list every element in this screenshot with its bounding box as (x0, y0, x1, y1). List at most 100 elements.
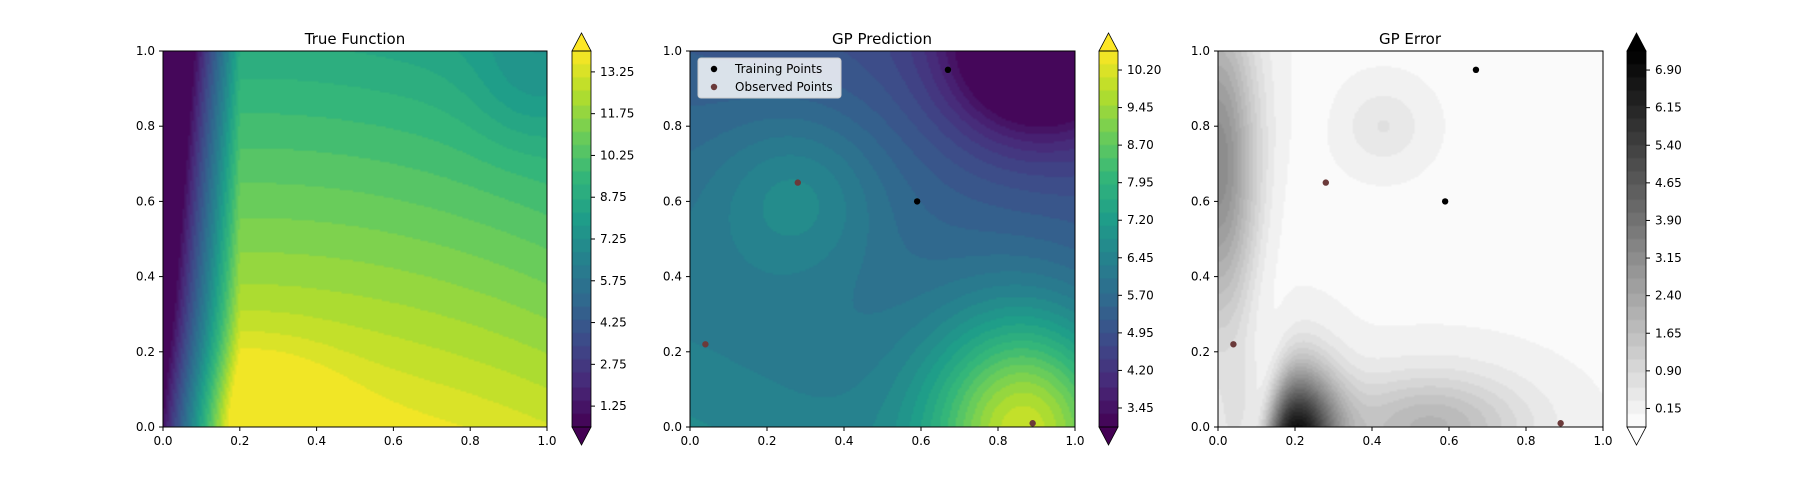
x-tick-label: 0.8 (1516, 434, 1535, 448)
x-tick-label: 0.0 (680, 434, 699, 448)
x-tick-label: 0.2 (1285, 434, 1304, 448)
x-tick-label: 0.6 (911, 434, 930, 448)
y-tick-label: 0.0 (663, 420, 682, 434)
y-tick-label: 0.4 (136, 270, 155, 284)
training-point (944, 66, 952, 74)
y-axis: 0.0 0.2 0.4 0.6 0.8 1.0 (1191, 44, 1218, 434)
colorbar-tick-label: 6.15 (1655, 101, 1682, 115)
contour-field (163, 51, 547, 427)
y-tick-label: 0.8 (1191, 119, 1210, 133)
observed-point (702, 341, 709, 348)
y-axis: 0.0 0.2 0.4 0.6 0.8 1.0 (136, 44, 163, 434)
y-tick-label: 0.2 (136, 345, 155, 359)
colorbar-tick-label: 4.20 (1127, 363, 1154, 377)
scatter-points (1230, 66, 1564, 427)
legend-label-training: Training Points (734, 62, 822, 76)
y-tick-label: 0.8 (136, 119, 155, 133)
panel-title: GP Prediction (832, 30, 932, 48)
colorbar-gradient (1627, 51, 1646, 427)
x-axis: 0.0 0.2 0.4 0.6 0.8 1.0 (153, 427, 557, 448)
observed-point (1322, 179, 1330, 186)
y-tick-label: 0.4 (663, 270, 682, 284)
y-tick-label: 0.2 (1191, 345, 1210, 359)
colorbar-tick-label: 8.75 (600, 190, 627, 204)
colorbar-tick-label: 7.25 (600, 232, 627, 246)
colorbar-tick-label: 1.65 (1655, 326, 1682, 340)
colorbar: 3.45 4.20 4.95 5.70 6.45 7.20 7.95 8.70 … (1098, 32, 1161, 446)
observed-point (1230, 341, 1237, 348)
x-tick-label: 0.4 (834, 434, 853, 448)
colorbar-tick-label: 6.90 (1655, 63, 1682, 77)
y-tick-label: 0.0 (136, 420, 155, 434)
colorbar-tick-label: 1.25 (600, 399, 627, 413)
legend: Training Points Observed Points (697, 57, 842, 99)
x-tick-label: 0.0 (153, 434, 172, 448)
colorbar-tick-label: 5.75 (600, 274, 627, 288)
colorbar-tick-label: 8.70 (1127, 138, 1154, 152)
colorbar-tick-label: 11.75 (600, 107, 634, 121)
panel-title: GP Error (1379, 30, 1442, 48)
plot-frame (162, 50, 548, 428)
colorbar-tick-label: 7.95 (1127, 176, 1154, 190)
panel-gp-error: GP Error 0.0 0.2 0.4 0.6 0.8 1.0 0.0 0.2… (1191, 30, 1682, 448)
colorbar-tick-label: 4.25 (600, 316, 627, 330)
y-tick-label: 0.8 (663, 119, 682, 133)
observed-point (794, 179, 801, 186)
panel-title: True Function (304, 30, 405, 48)
panel-gp-prediction: GP Prediction 0.0 0.2 0.4 0.6 0.8 1.0 0.… (663, 30, 1161, 448)
x-tick-label: 0.2 (230, 434, 249, 448)
legend-marker-training (710, 65, 718, 73)
colorbar-tick-label: 13.25 (600, 65, 634, 79)
colorbar-tick-label: 0.15 (1655, 401, 1682, 415)
colorbar-tick-label: 4.65 (1655, 176, 1682, 190)
colorbar-tick-label: 2.40 (1655, 289, 1682, 303)
training-point (1441, 198, 1449, 205)
observed-point (1029, 420, 1036, 427)
plot-frame (1217, 50, 1604, 428)
y-tick-label: 1.0 (1191, 44, 1210, 58)
legend-box (697, 57, 842, 99)
colorbar-tick-label: 5.40 (1655, 138, 1682, 152)
training-point (913, 198, 921, 205)
y-tick-label: 1.0 (136, 44, 155, 58)
scatter-points (702, 66, 1036, 427)
x-tick-label: 0.6 (1439, 434, 1458, 448)
training-point (1472, 66, 1480, 74)
y-tick-label: 0.6 (136, 194, 155, 208)
x-tick-label: 1.0 (537, 434, 556, 448)
x-tick-label: 0.2 (757, 434, 776, 448)
colorbar-tick-label: 5.70 (1127, 288, 1154, 302)
colorbar-gradient (572, 51, 591, 427)
contour-field (1218, 51, 1603, 427)
colorbar-frame (1626, 50, 1647, 428)
colorbar-gradient (1099, 51, 1118, 427)
x-tick-label: 1.0 (1065, 434, 1084, 448)
legend-label-observed: Observed Points (735, 80, 833, 94)
colorbar-tick-label: 0.90 (1655, 364, 1682, 378)
colorbar-tick-label: 2.75 (600, 357, 627, 371)
plot-frame (689, 50, 1076, 428)
colorbar: 0.15 0.90 1.65 2.40 3.15 3.90 4.65 5.40 … (1626, 32, 1682, 446)
x-axis: 0.0 0.2 0.4 0.6 0.8 1.0 (680, 427, 1085, 448)
y-tick-label: 1.0 (663, 44, 682, 58)
colorbar-frame (1098, 50, 1119, 428)
colorbar-tick-label: 7.20 (1127, 213, 1154, 227)
contour-field (690, 51, 1075, 427)
colorbar-tick-label: 9.45 (1127, 101, 1154, 115)
x-tick-label: 0.6 (384, 434, 403, 448)
colorbar-tick-label: 10.25 (600, 148, 634, 162)
x-tick-label: 1.0 (1593, 434, 1612, 448)
y-tick-label: 0.4 (1191, 270, 1210, 284)
panel-true-function: True Function 0.0 0.2 0.4 0.6 0.8 1.0 0.… (136, 30, 634, 448)
x-tick-label: 0.4 (307, 434, 326, 448)
colorbar: 1.25 2.75 4.25 5.75 7.25 8.75 10.25 11.7… (571, 32, 634, 446)
colorbar-tick-label: 10.20 (1127, 63, 1161, 77)
y-tick-label: 0.2 (663, 345, 682, 359)
observed-point (1557, 420, 1564, 427)
y-tick-label: 0.6 (1191, 194, 1210, 208)
colorbar-tick-label: 3.90 (1655, 213, 1682, 227)
colorbar-tick-label: 4.95 (1127, 326, 1154, 340)
x-tick-label: 0.8 (988, 434, 1007, 448)
y-tick-label: 0.0 (1191, 420, 1210, 434)
